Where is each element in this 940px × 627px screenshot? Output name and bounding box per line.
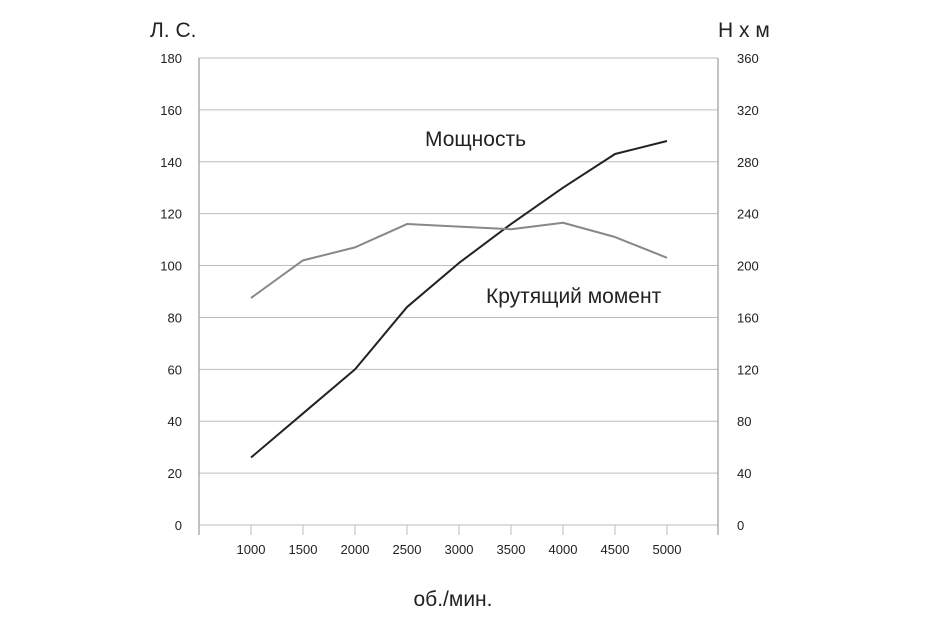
y-tick-labels-right: 0 40 80 120 160 200 240 280 320 360 <box>737 51 759 533</box>
x-tick-label: 3500 <box>497 542 526 557</box>
x-tick-label: 3000 <box>445 542 474 557</box>
grid-lines <box>199 57 718 526</box>
x-tick-label: 4000 <box>549 542 578 557</box>
x-tick-label: 5000 <box>653 542 682 557</box>
y-tick-label-left: 140 <box>160 155 182 170</box>
x-axis-title: об./мин. <box>414 588 493 611</box>
axes <box>198 58 719 535</box>
y-tick-label-right: 40 <box>737 466 751 481</box>
y-tick-label-right: 120 <box>737 362 759 377</box>
x-tick-label: 1500 <box>289 542 318 557</box>
y-tick-label-right: 360 <box>737 51 759 66</box>
y-tick-label-right: 280 <box>737 155 759 170</box>
x-tick-label: 2000 <box>341 542 370 557</box>
x-tick-label: 2500 <box>393 542 422 557</box>
series-line-power <box>250 140 668 459</box>
x-tick-label: 4500 <box>601 542 630 557</box>
y-tick-label-right: 0 <box>737 518 744 533</box>
y-tick-label-right: 320 <box>737 103 759 118</box>
y-tick-label-left: 60 <box>168 362 182 377</box>
series-line-torque <box>250 221 668 299</box>
series-lines <box>250 140 668 459</box>
series-label-power: Мощность <box>425 128 526 151</box>
y-tick-labels-left: 0 20 40 60 80 100 120 140 160 180 <box>160 51 182 533</box>
y-tick-label-right: 160 <box>737 310 759 325</box>
y-tick-label-left: 80 <box>168 310 182 325</box>
y-tick-label-left: 40 <box>168 414 182 429</box>
series-label-torque: Крутящий момент <box>486 285 662 308</box>
y-tick-label-left: 120 <box>160 207 182 222</box>
y-tick-label-right: 240 <box>737 207 759 222</box>
x-tick-labels: 1000 1500 2000 2500 3000 3500 4000 4500 5000 <box>237 542 682 557</box>
y-tick-label-left: 0 <box>175 518 182 533</box>
y-tick-label-left: 20 <box>168 466 182 481</box>
right-axis-title: Н х м <box>718 19 770 42</box>
y-tick-label-left: 180 <box>160 51 182 66</box>
y-tick-label-left: 160 <box>160 103 182 118</box>
x-tick-label: 1000 <box>237 542 266 557</box>
left-axis-title: Л. С. <box>150 19 196 42</box>
y-tick-label-right: 80 <box>737 414 751 429</box>
y-tick-label-right: 200 <box>737 259 759 274</box>
x-tick-marks <box>250 525 668 535</box>
y-tick-label-left: 100 <box>160 259 182 274</box>
